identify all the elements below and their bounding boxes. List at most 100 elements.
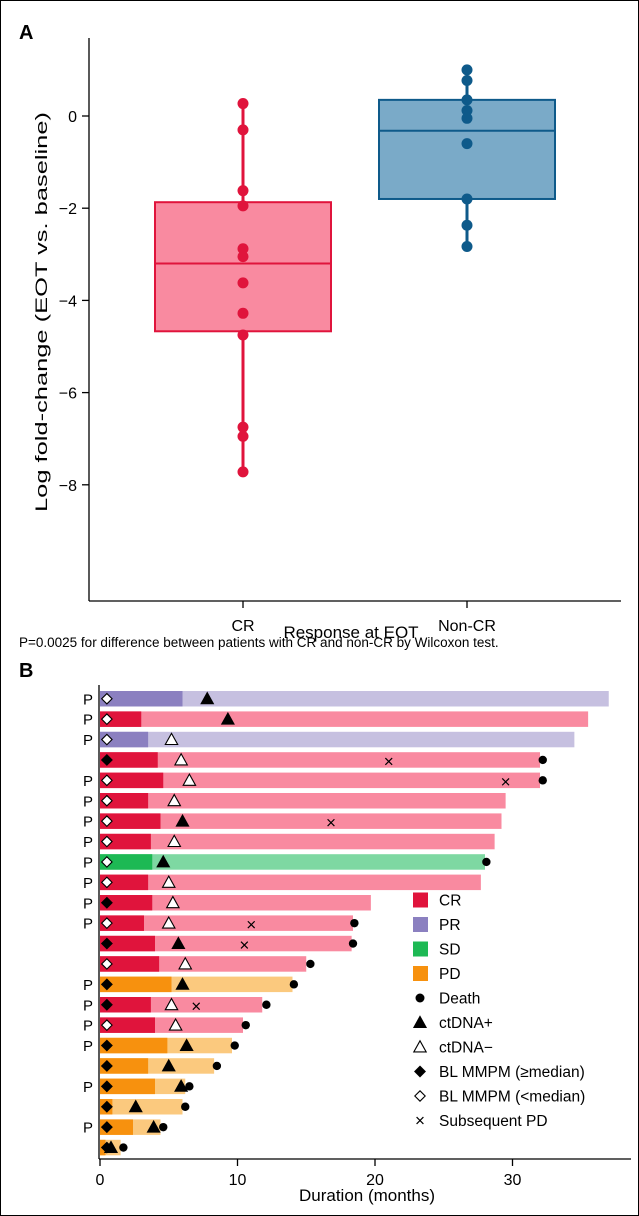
- death-marker: [230, 1041, 239, 1050]
- ctdna-neg-marker: [178, 956, 193, 970]
- bar-response: [100, 813, 161, 829]
- subsequent-pd-marker: [240, 941, 249, 949]
- death-marker: [350, 918, 359, 928]
- subsequent-pd-marker: [501, 778, 510, 786]
- panel-a-letter: A: [19, 22, 33, 44]
- bl-mmpm-high-marker: [100, 1100, 113, 1113]
- x-axis-label: Response at EOT: [283, 623, 418, 642]
- bar-duration: [100, 813, 502, 829]
- bl-mmpm-high-marker: [100, 978, 113, 991]
- swimmer-row: P: [83, 1017, 250, 1035]
- swimmer-row: P: [83, 691, 609, 708]
- swimmer-row: P: [83, 711, 589, 729]
- bar-duration: [100, 691, 609, 707]
- ctdna-neg-marker: [168, 1017, 183, 1031]
- ctdna-pos-marker: [171, 936, 186, 950]
- y-tick-label: −2: [59, 201, 77, 218]
- bar-duration: [100, 731, 575, 748]
- swimmer-row: [100, 935, 358, 952]
- death-marker: [306, 959, 315, 969]
- data-point: [237, 98, 249, 110]
- data-point: [461, 75, 473, 87]
- legend-label: SD: [439, 942, 461, 959]
- bar-duration: [100, 711, 589, 727]
- bar-response: [100, 1078, 155, 1095]
- ctdna-pos-marker: [200, 691, 215, 705]
- legend-label: ctDNA−: [439, 1040, 493, 1057]
- swimmer-row: P: [83, 813, 502, 831]
- bl-mmpm-low-marker: [100, 855, 113, 868]
- bl-mmpm-low-marker: [100, 815, 113, 828]
- bar-response: [100, 793, 149, 809]
- swimmer-row: P: [83, 895, 371, 912]
- data-point: [237, 185, 249, 197]
- swimmer-row: P: [83, 793, 506, 810]
- data-point: [461, 138, 473, 150]
- data-point: [237, 329, 249, 341]
- ctdna-neg-marker: [161, 915, 176, 929]
- bar-response: [100, 731, 149, 748]
- death-marker: [185, 1082, 194, 1091]
- bar-duration: [100, 752, 540, 768]
- bar-response: [100, 997, 151, 1013]
- swimmer-row: P: [83, 731, 575, 749]
- row-p-label: P: [83, 814, 93, 831]
- legend-ctdna-neg-marker: [412, 1039, 428, 1053]
- swimmer-row: [100, 956, 315, 972]
- legend-swatch-cr: [413, 892, 428, 908]
- ctdna-neg-marker: [164, 732, 179, 746]
- bar-response: [100, 1017, 155, 1033]
- data-point: [461, 240, 473, 252]
- swimmer-row: P: [83, 854, 491, 871]
- death-marker: [538, 776, 547, 785]
- x-tick-label: 0: [96, 1172, 105, 1189]
- bar-duration: [100, 793, 506, 809]
- ctdna-neg-marker: [173, 752, 189, 766]
- legend-label: ctDNA+: [439, 1015, 493, 1032]
- legend-swatch-pr: [413, 917, 428, 932]
- data-point: [461, 193, 473, 205]
- bl-mmpm-high-marker: [100, 998, 113, 1011]
- legend-label: Subsequent PD: [439, 1113, 548, 1130]
- swimmer-row: [100, 1139, 128, 1156]
- ctdna-pos-marker: [175, 813, 190, 827]
- ctdna-neg-marker: [167, 834, 182, 848]
- row-p-label: P: [83, 895, 93, 912]
- bl-mmpm-high-marker: [100, 896, 113, 909]
- legend-bl-low-marker: [414, 1090, 426, 1102]
- bar-response: [100, 752, 158, 768]
- death-marker: [159, 1122, 168, 1132]
- legend-label: PD: [439, 966, 461, 983]
- data-point: [461, 104, 473, 116]
- data-point: [461, 112, 473, 124]
- legend-label: BL MMPM (≥median): [439, 1064, 585, 1081]
- bar-response: [100, 1037, 168, 1054]
- ctdna-pos-marker: [128, 1099, 143, 1113]
- legend-swatch-pd: [413, 966, 428, 981]
- bl-mmpm-high-marker: [100, 753, 113, 766]
- legend-label: BL MMPM (<median): [439, 1089, 585, 1106]
- ctdna-neg-marker: [182, 773, 197, 786]
- x-axis-label: Duration (months): [299, 1186, 435, 1205]
- data-point: [461, 94, 473, 106]
- bar-response: [100, 691, 183, 707]
- death-marker: [181, 1102, 190, 1111]
- bar-response: [100, 915, 144, 931]
- death-marker: [119, 1143, 128, 1152]
- x-tick-label: 30: [504, 1172, 522, 1189]
- swimmer-row: P: [83, 997, 271, 1014]
- legend-subsequent-pd-marker: [416, 1116, 424, 1125]
- bl-mmpm-high-marker: [100, 1039, 113, 1052]
- x-tick-label: Non-CR: [438, 618, 496, 635]
- row-p-label: P: [83, 854, 93, 871]
- data-point: [237, 430, 249, 442]
- swimmer-row: P: [83, 833, 495, 851]
- ctdna-pos-marker: [179, 1038, 194, 1052]
- y-axis-label: Log fold-change (EOT vs. baseline): [32, 112, 51, 512]
- bl-mmpm-low-marker: [100, 733, 113, 746]
- bar-response: [100, 935, 155, 952]
- row-p-label: P: [83, 916, 93, 933]
- data-point: [237, 124, 249, 136]
- legend-label: Death: [439, 991, 480, 1008]
